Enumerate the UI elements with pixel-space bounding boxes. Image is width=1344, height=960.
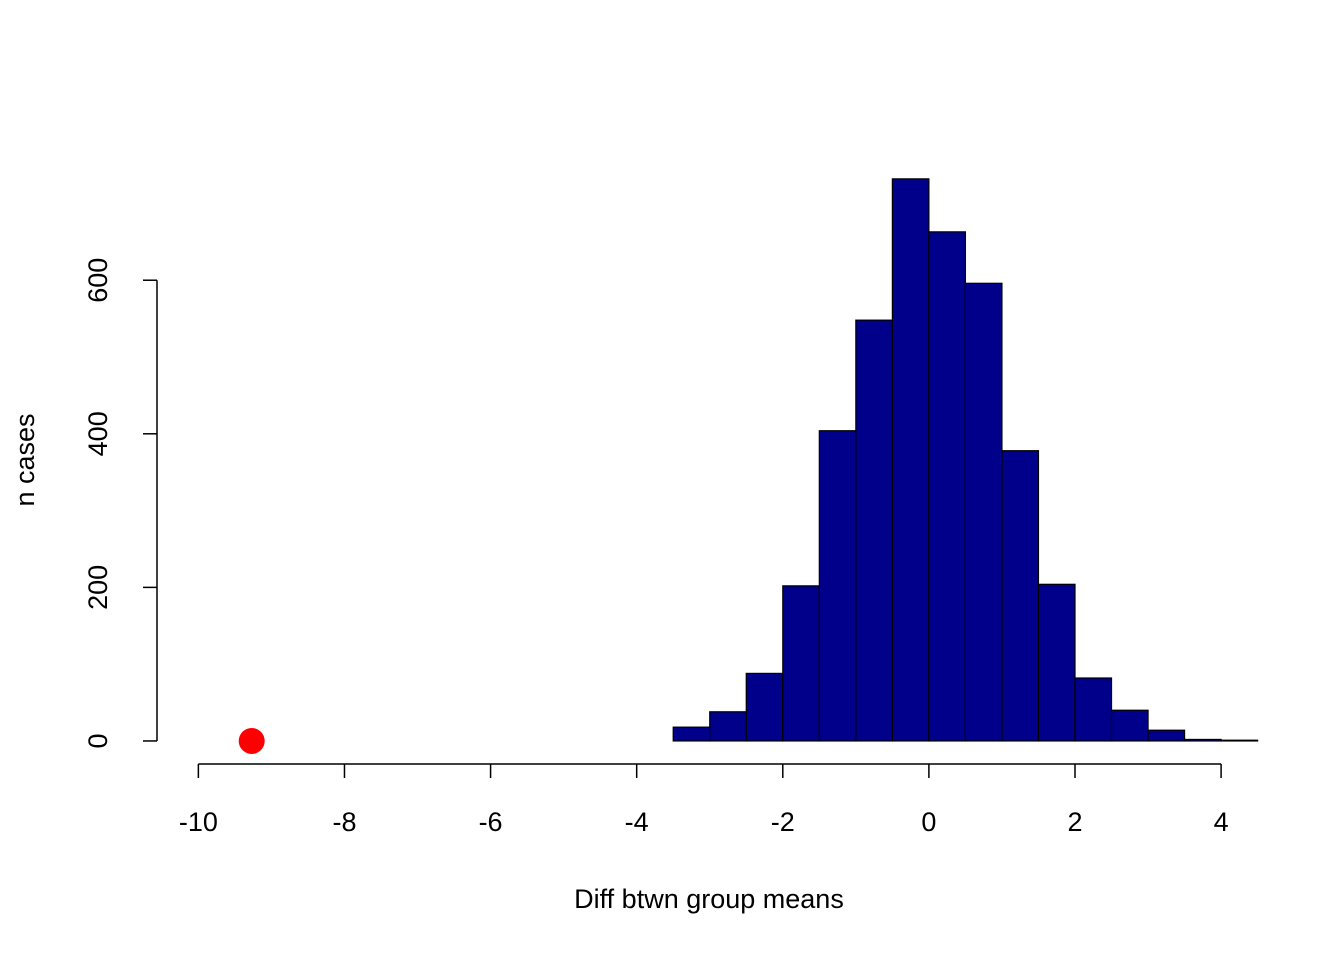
x-tick-label: -4 [625,807,649,837]
x-tick-label: -2 [771,807,795,837]
y-tick-label: 0 [83,733,113,748]
point [238,727,265,754]
bar [782,585,820,742]
bar [1110,709,1149,742]
y-tick-label: 600 [83,258,113,303]
bar [855,319,893,742]
y-tick-label: 400 [83,411,113,456]
bar [928,231,967,742]
bar [672,726,711,742]
bar [1147,729,1186,742]
bar [1220,739,1259,742]
bar [891,178,930,742]
x-tick-label: -6 [479,807,503,837]
bar [964,282,1003,742]
bar [1074,677,1113,742]
bar [818,430,857,742]
x-tick-label: 2 [1067,807,1082,837]
x-tick-label: -8 [332,807,356,837]
y-tick-label: 200 [83,565,113,610]
bar [1037,583,1076,742]
x-tick-label: 0 [921,807,936,837]
bar [709,711,747,742]
bar [745,672,784,742]
x-axis-title: Diff btwn group means [574,884,844,914]
x-tick-label: 4 [1214,807,1229,837]
y-axis-title: n cases [10,413,40,506]
bar [1183,738,1222,742]
bar [1001,450,1040,742]
x-tick-label: -10 [179,807,218,837]
